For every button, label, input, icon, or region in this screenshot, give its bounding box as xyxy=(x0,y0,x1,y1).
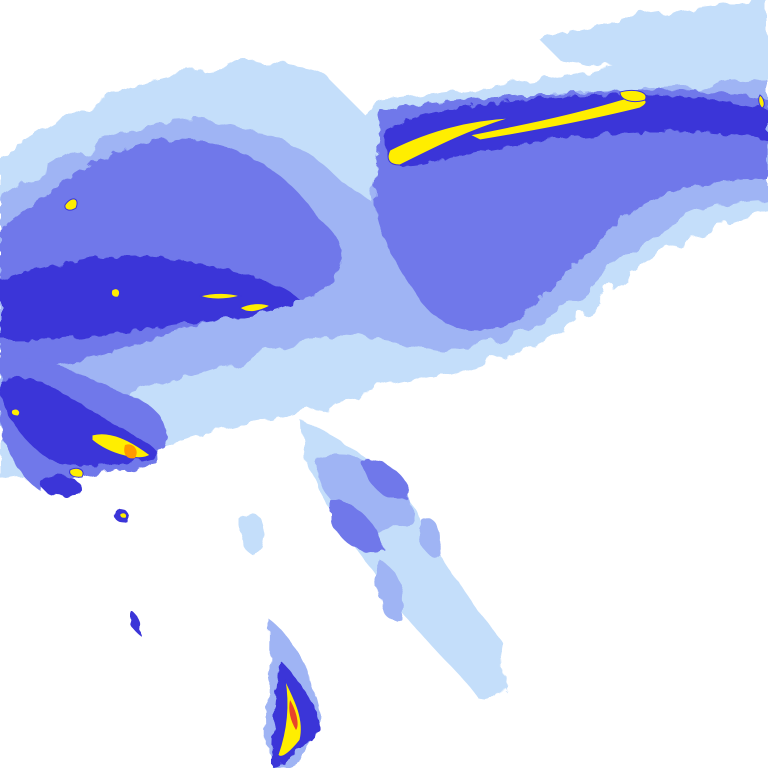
precip-intense xyxy=(10,89,765,757)
precip-extreme xyxy=(124,444,298,730)
